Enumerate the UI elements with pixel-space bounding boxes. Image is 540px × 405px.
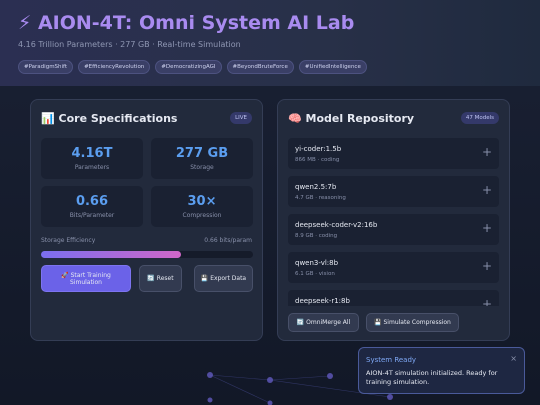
button[interactable]: 💾 Export Data — [194, 265, 253, 292]
stat-card: 0.66 Bits/Parameter — [41, 186, 143, 227]
stat-value: 30× — [187, 194, 217, 209]
model-item[interactable]: qwen2.5:7b 4.7 GB · reasoning + — [288, 176, 499, 207]
model-list: yi-coder:1.5b 866 MB · coding + qwen2.5:7b 4… — [278, 138, 509, 306]
model-meta: 6.1 GB · vision — [295, 271, 335, 277]
tag-row: #ParadigmShift #EfficiencyRevolution #Demo… — [18, 60, 367, 74]
network-decoration — [207, 372, 393, 405]
specs-panel: 📊 Core Specifications LIVE 4.16T Paramete… — [30, 99, 263, 341]
progress-fill — [41, 251, 181, 258]
model-name: yi-coder:1.5b — [295, 145, 342, 153]
model-item[interactable]: deepseek-r1:8b5.2 GB · reasoning+ — [288, 290, 499, 306]
add-icon[interactable]: + — [481, 221, 492, 235]
button[interactable]: 🔄 Reset — [139, 265, 182, 292]
toast: System Ready × AION-4T simulation initia… — [358, 347, 525, 394]
toast-close[interactable]: × — [510, 354, 517, 363]
button[interactable]: 🚀 Start Training Simulation — [41, 265, 131, 292]
stat-value: 0.66 — [75, 194, 109, 209]
stat-label: Compression — [182, 212, 222, 219]
progress-track — [41, 251, 253, 258]
stat-card: 277 GB Storage — [151, 138, 253, 179]
repo-panel: 🧠 Model Repository 47 Models yi-coder:1.… — [277, 99, 510, 341]
model-item[interactable]: qwen3-vl:8b 6.1 GB · vision + — [288, 252, 499, 283]
model-name: deepseek-r1:8b — [295, 297, 350, 305]
model-name: deepseek-coder-v2:16b — [295, 221, 378, 229]
stat-label: Bits/Parameter — [69, 212, 115, 219]
tag[interactable]: #EfficiencyRevolution — [78, 60, 151, 74]
panel-title: 📊 Core Specifications — [41, 112, 178, 125]
tag[interactable]: #DemocratizingAGI — [155, 60, 222, 74]
stat-label: Parameters — [74, 164, 110, 171]
stat-label: Storage — [190, 164, 214, 171]
add-icon[interactable]: + — [481, 297, 492, 306]
model-meta: 4.7 GB · reasoning — [295, 195, 346, 201]
toast-message: AION-4T simulation initialized. Ready fo… — [366, 369, 498, 386]
badge: LIVE — [230, 112, 252, 124]
toast-title: System Ready — [366, 356, 417, 364]
stat-value: 277 GB — [175, 146, 229, 161]
stat-card: 4.16T Parameters — [41, 138, 143, 179]
stat-value: 4.16T — [71, 146, 113, 161]
button[interactable]: 🔄 OmniMerge All — [288, 313, 359, 332]
title: ⚡ AION-4T: Omni System AI Lab — [18, 12, 355, 34]
badge: 47 Models — [460, 112, 499, 124]
stat-card: 30× Compression — [151, 186, 253, 227]
model-item[interactable]: deepseek-coder-v2:16b 8.9 GB · coding + — [288, 214, 499, 245]
model-meta: 8.9 GB · coding — [295, 233, 338, 239]
efficiency-label: Storage Efficiency — [41, 237, 96, 244]
panel-title: 🧠 Model Repository — [288, 112, 415, 125]
tag[interactable]: #BeyondBruteForce — [226, 60, 294, 74]
efficiency-value: 0.66 bits/param — [204, 237, 252, 244]
tag[interactable]: #ParadigmShift — [18, 60, 74, 74]
model-name: qwen3-vl:8b — [295, 259, 339, 267]
model-name: qwen2.5:7b — [295, 183, 337, 191]
button[interactable]: 💾 Simulate Compression — [366, 313, 459, 332]
subtitle: 4.16 Trillion Parameters · 277 GB · Real… — [18, 40, 241, 49]
add-icon[interactable]: + — [481, 183, 492, 197]
model-item[interactable]: yi-coder:1.5b 866 MB · coding + — [288, 138, 499, 169]
add-icon[interactable]: + — [481, 259, 492, 273]
tag[interactable]: #UnifiedIntelligence — [298, 60, 367, 74]
add-icon[interactable]: + — [481, 145, 492, 159]
model-meta: 866 MB · coding — [295, 157, 340, 163]
